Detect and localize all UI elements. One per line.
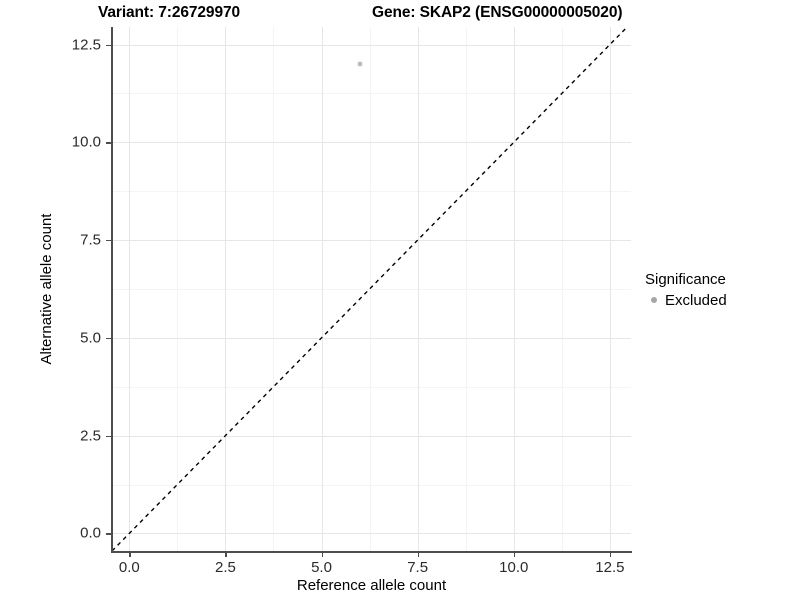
y-axis-tick-label: 7.5 xyxy=(80,231,101,249)
y-axis-tick-label: 5.0 xyxy=(80,329,101,347)
gridline-major-horizontal xyxy=(112,142,631,144)
gridline-major-vertical xyxy=(129,27,131,551)
x-axis-tick-label: 7.5 xyxy=(407,559,429,576)
y-axis-line xyxy=(111,27,113,552)
legend-entry-label: Excluded xyxy=(665,291,727,309)
legend-entry[interactable]: Excluded xyxy=(645,290,727,310)
y-axis-tick-label: 2.5 xyxy=(80,427,101,445)
x-axis-tick xyxy=(513,552,516,557)
gridline-major-vertical xyxy=(417,27,419,551)
x-axis-tick xyxy=(129,552,131,557)
x-axis-tick-label: 2.5 xyxy=(214,559,236,576)
y-axis-tick-label: 10.0 xyxy=(71,133,101,151)
gridline-major-vertical xyxy=(609,27,611,551)
x-axis-title: Reference allele count xyxy=(296,577,447,594)
plot-title-gene: Gene: SKAP2 (ENSG00000005020) xyxy=(372,4,623,21)
plot-title: Variant: 7:26729970 Gene: SKAP2 (ENSG000… xyxy=(0,2,800,24)
y-axis-tick-label: 0.0 xyxy=(80,524,101,542)
legend-key-dot-icon xyxy=(645,291,663,309)
legend: Significance Excluded xyxy=(645,271,727,310)
gridline-major-horizontal xyxy=(112,435,631,437)
gridline-major-vertical xyxy=(513,27,515,551)
gridline-major-vertical xyxy=(225,27,227,551)
y-axis-tick-label: 12.5 xyxy=(71,36,101,54)
gridline-major-horizontal xyxy=(112,240,631,242)
x-axis-line xyxy=(111,551,632,553)
gridline-major-horizontal xyxy=(112,44,631,46)
x-axis-tick xyxy=(417,552,419,557)
plot-panel xyxy=(112,27,631,551)
y-axis-title: Alternative allele count xyxy=(38,213,55,365)
y-axis-tick xyxy=(106,44,111,46)
x-axis-tick xyxy=(321,552,323,557)
plot-title-variant: Variant: 7:26729970 xyxy=(98,4,241,21)
x-axis-tick xyxy=(609,552,612,557)
y-axis-tick xyxy=(106,142,111,144)
gridline-minor-horizontal xyxy=(112,386,631,388)
gridline-minor-horizontal xyxy=(112,93,631,95)
gridline-major-horizontal xyxy=(112,533,631,535)
x-axis-tick-label: 10.0 xyxy=(499,559,529,576)
x-axis-tick-label: 0.0 xyxy=(118,559,140,576)
gridline-minor-horizontal xyxy=(112,289,631,290)
legend-title: Significance xyxy=(645,271,726,288)
gridline-minor-horizontal xyxy=(112,191,631,193)
legend-entries: Excluded xyxy=(645,290,727,310)
gridline-minor-horizontal xyxy=(112,484,631,486)
y-axis-tick xyxy=(106,435,111,437)
y-axis-tick xyxy=(106,337,111,340)
data-point xyxy=(357,61,363,67)
x-axis-tick xyxy=(225,552,227,557)
x-axis-tick-label: 5.0 xyxy=(311,559,332,576)
x-axis-tick-label: 12.5 xyxy=(595,559,625,576)
y-axis-tick xyxy=(106,533,111,535)
y-axis-tick xyxy=(106,240,111,242)
gridline-major-horizontal xyxy=(112,337,631,339)
gridline-major-vertical xyxy=(321,27,323,551)
